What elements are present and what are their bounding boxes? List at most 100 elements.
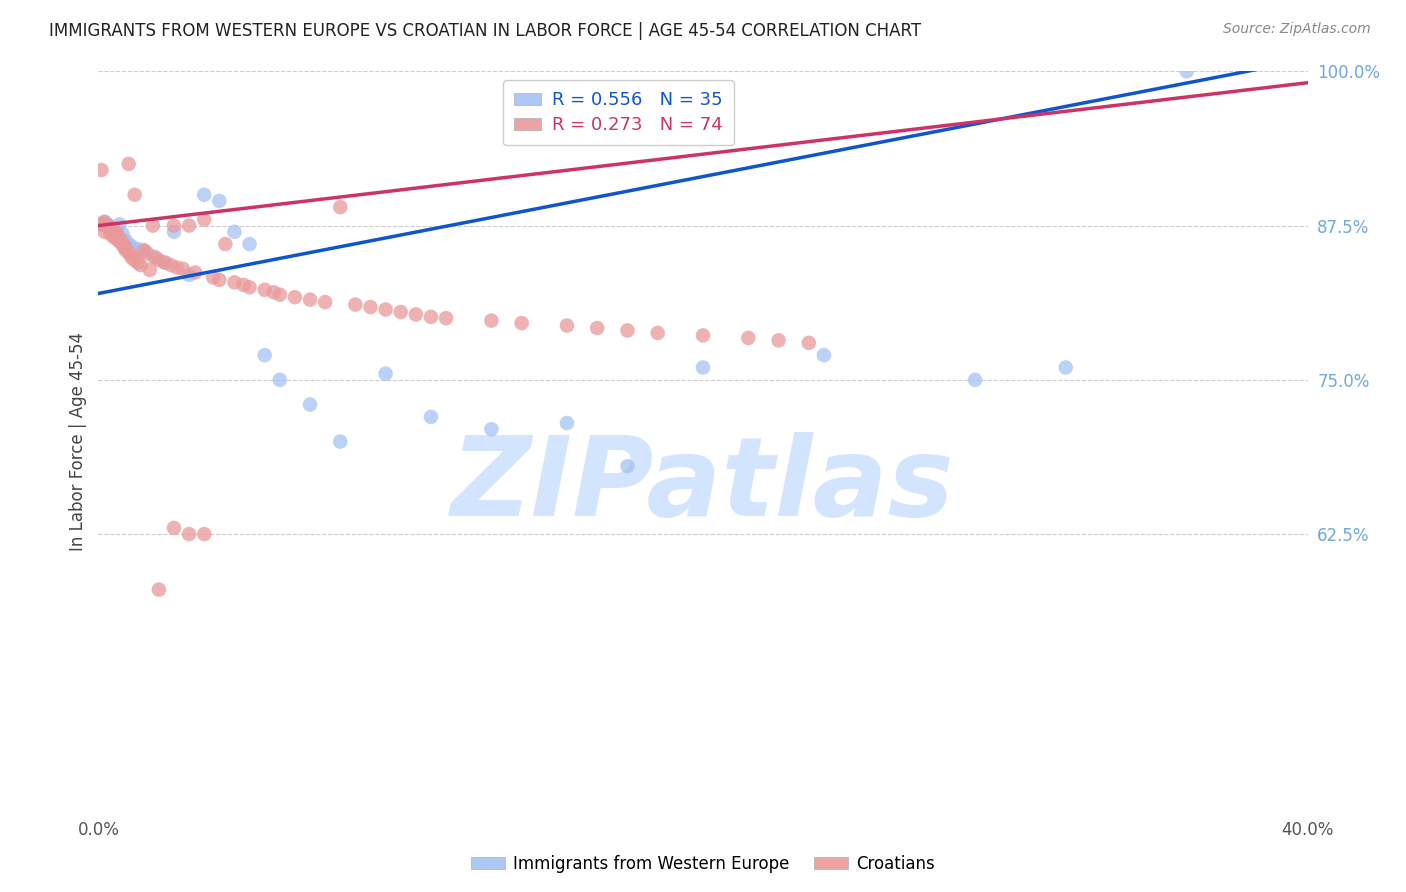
Point (105, 223, 128, 237)
Point (172, 261, 194, 276)
Point (166, 260, 188, 275)
Point (90, 218, 112, 232)
Point (163, 219, 186, 233)
Point (129, 258, 152, 272)
Point (121, 251, 143, 265)
Point (121, 248, 143, 262)
Point (108, 235, 131, 249)
Point (224, 276, 246, 290)
Point (103, 229, 125, 244)
Point (160, 258, 183, 272)
Point (1175, 64, 1198, 78)
Point (214, 237, 236, 252)
Point (374, 367, 396, 381)
Point (179, 268, 201, 282)
Point (118, 157, 141, 171)
Point (284, 290, 307, 304)
Point (111, 235, 134, 250)
Point (179, 527, 201, 541)
Point (90, 218, 112, 232)
Legend: Immigrants from Western Europe, Croatians: Immigrants from Western Europe, Croatian… (464, 848, 942, 880)
Point (224, 225, 246, 239)
Point (100, 219, 122, 234)
Point (163, 521, 186, 535)
Point (737, 331, 759, 345)
Text: ZIPatlas: ZIPatlas (451, 433, 955, 540)
Y-axis label: In Labor Force | Age 45-54: In Labor Force | Age 45-54 (69, 332, 87, 551)
Point (193, 187, 215, 202)
Point (108, 218, 131, 232)
Point (768, 334, 790, 348)
Point (132, 244, 155, 258)
Point (124, 187, 146, 202)
Point (208, 194, 231, 208)
Point (153, 255, 176, 269)
Legend: R = 0.556   N = 35, R = 0.273   N = 74: R = 0.556 N = 35, R = 0.273 N = 74 (503, 80, 734, 145)
Point (389, 305, 412, 319)
Point (299, 398, 322, 412)
Point (96, 218, 118, 232)
Point (93, 225, 115, 239)
Point (481, 422, 503, 436)
Point (132, 244, 155, 258)
Point (127, 255, 149, 269)
Point (420, 310, 443, 324)
Point (145, 251, 167, 265)
Point (616, 459, 638, 474)
Point (93, 215, 115, 229)
Point (329, 434, 352, 449)
Point (103, 222, 125, 236)
Point (135, 245, 157, 260)
Point (124, 253, 146, 268)
Point (374, 302, 396, 317)
Point (100, 227, 122, 242)
Point (103, 225, 125, 239)
Point (148, 582, 170, 597)
Point (96, 219, 118, 234)
Point (148, 253, 170, 268)
Point (239, 280, 262, 294)
Point (193, 212, 215, 227)
Point (108, 231, 131, 245)
Point (965, 373, 987, 387)
Point (118, 237, 141, 252)
Point (127, 242, 149, 256)
Point (105, 232, 128, 246)
Point (239, 237, 262, 252)
Point (616, 324, 638, 338)
Point (510, 316, 533, 330)
Point (269, 373, 291, 387)
Point (434, 311, 457, 326)
Point (263, 285, 285, 300)
Point (179, 219, 201, 233)
Point (93, 215, 115, 229)
Point (118, 245, 141, 260)
Point (647, 326, 669, 340)
Point (1054, 360, 1077, 375)
Point (111, 238, 134, 252)
Point (105, 226, 128, 240)
Point (111, 227, 134, 242)
Point (184, 265, 207, 279)
Point (253, 283, 276, 297)
Point (114, 234, 136, 248)
Point (114, 244, 136, 258)
Point (299, 293, 322, 307)
Point (481, 313, 503, 327)
Point (555, 318, 578, 333)
Point (360, 300, 382, 314)
Point (163, 225, 186, 239)
Point (797, 335, 820, 350)
Point (329, 200, 352, 214)
Text: IMMIGRANTS FROM WESTERN EUROPE VS CROATIAN IN LABOR FORCE | AGE 45-54 CORRELATIO: IMMIGRANTS FROM WESTERN EUROPE VS CROATI… (49, 22, 921, 40)
Point (405, 308, 427, 322)
Point (142, 250, 165, 264)
Point (139, 263, 162, 277)
Point (813, 348, 835, 362)
Point (555, 416, 578, 430)
Point (96, 219, 118, 233)
Point (420, 409, 443, 424)
Point (253, 348, 276, 362)
Point (90, 163, 112, 178)
Point (121, 239, 143, 253)
